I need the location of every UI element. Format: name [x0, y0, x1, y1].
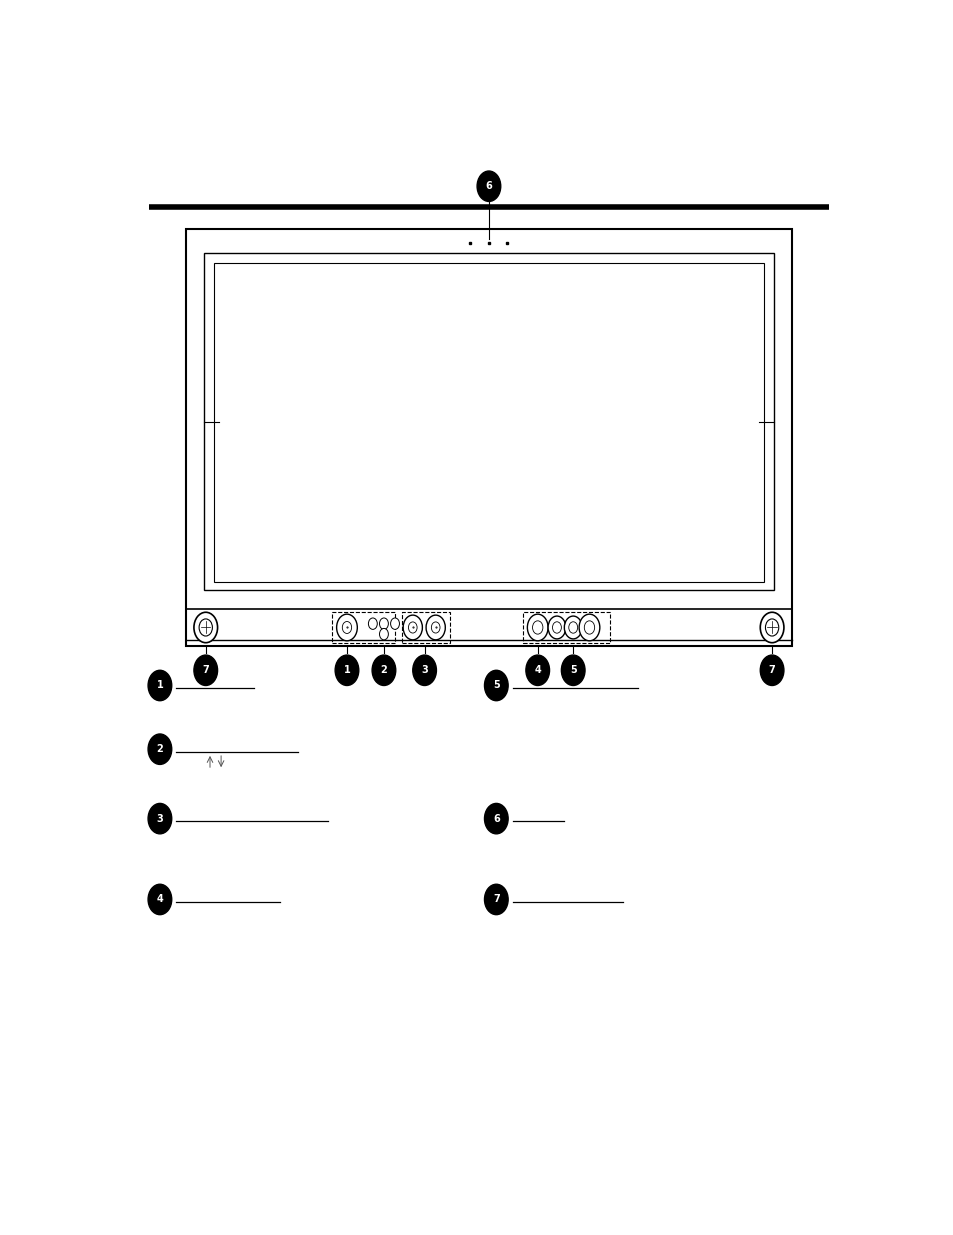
Text: 7: 7 — [493, 894, 499, 904]
Text: 2: 2 — [380, 666, 387, 676]
Circle shape — [413, 655, 436, 685]
Bar — [204, 253, 773, 590]
Circle shape — [148, 734, 172, 764]
Circle shape — [403, 615, 422, 640]
Circle shape — [431, 622, 439, 634]
Text: 1: 1 — [343, 666, 350, 676]
Circle shape — [426, 615, 445, 640]
Circle shape — [484, 884, 508, 915]
Text: 7: 7 — [768, 666, 775, 676]
Circle shape — [148, 884, 172, 915]
Circle shape — [379, 618, 388, 630]
Circle shape — [148, 671, 172, 700]
Circle shape — [578, 614, 599, 641]
Circle shape — [368, 618, 376, 630]
Circle shape — [476, 170, 500, 201]
Circle shape — [336, 614, 357, 641]
Bar — [332, 613, 395, 642]
Bar — [402, 613, 450, 642]
Text: 6: 6 — [485, 182, 492, 191]
Circle shape — [484, 804, 508, 834]
Bar — [186, 228, 791, 646]
Circle shape — [552, 621, 560, 634]
Circle shape — [372, 655, 395, 685]
Circle shape — [764, 619, 778, 636]
Text: 2: 2 — [156, 745, 163, 755]
Circle shape — [560, 655, 584, 685]
Circle shape — [379, 629, 388, 640]
Circle shape — [335, 655, 358, 685]
Circle shape — [760, 655, 783, 685]
Bar — [522, 613, 610, 642]
Text: 3: 3 — [156, 814, 163, 824]
Text: 1: 1 — [156, 680, 163, 690]
Text: 4: 4 — [156, 894, 163, 904]
Text: 4: 4 — [534, 666, 540, 676]
Circle shape — [390, 618, 399, 630]
Circle shape — [199, 619, 213, 636]
Circle shape — [532, 621, 542, 634]
Text: 5: 5 — [569, 666, 576, 676]
Text: 6: 6 — [493, 814, 499, 824]
Bar — [213, 263, 763, 582]
Circle shape — [525, 655, 549, 685]
Circle shape — [760, 613, 783, 642]
Circle shape — [193, 613, 217, 642]
Circle shape — [408, 622, 416, 634]
Circle shape — [148, 804, 172, 834]
Text: 7: 7 — [202, 666, 209, 676]
Text: 3: 3 — [421, 666, 428, 676]
Circle shape — [564, 616, 581, 638]
Circle shape — [342, 621, 352, 634]
Circle shape — [527, 614, 547, 641]
Circle shape — [583, 621, 594, 634]
Circle shape — [484, 671, 508, 700]
Circle shape — [547, 616, 565, 638]
Text: 5: 5 — [493, 680, 499, 690]
Circle shape — [193, 655, 217, 685]
Circle shape — [568, 621, 577, 634]
